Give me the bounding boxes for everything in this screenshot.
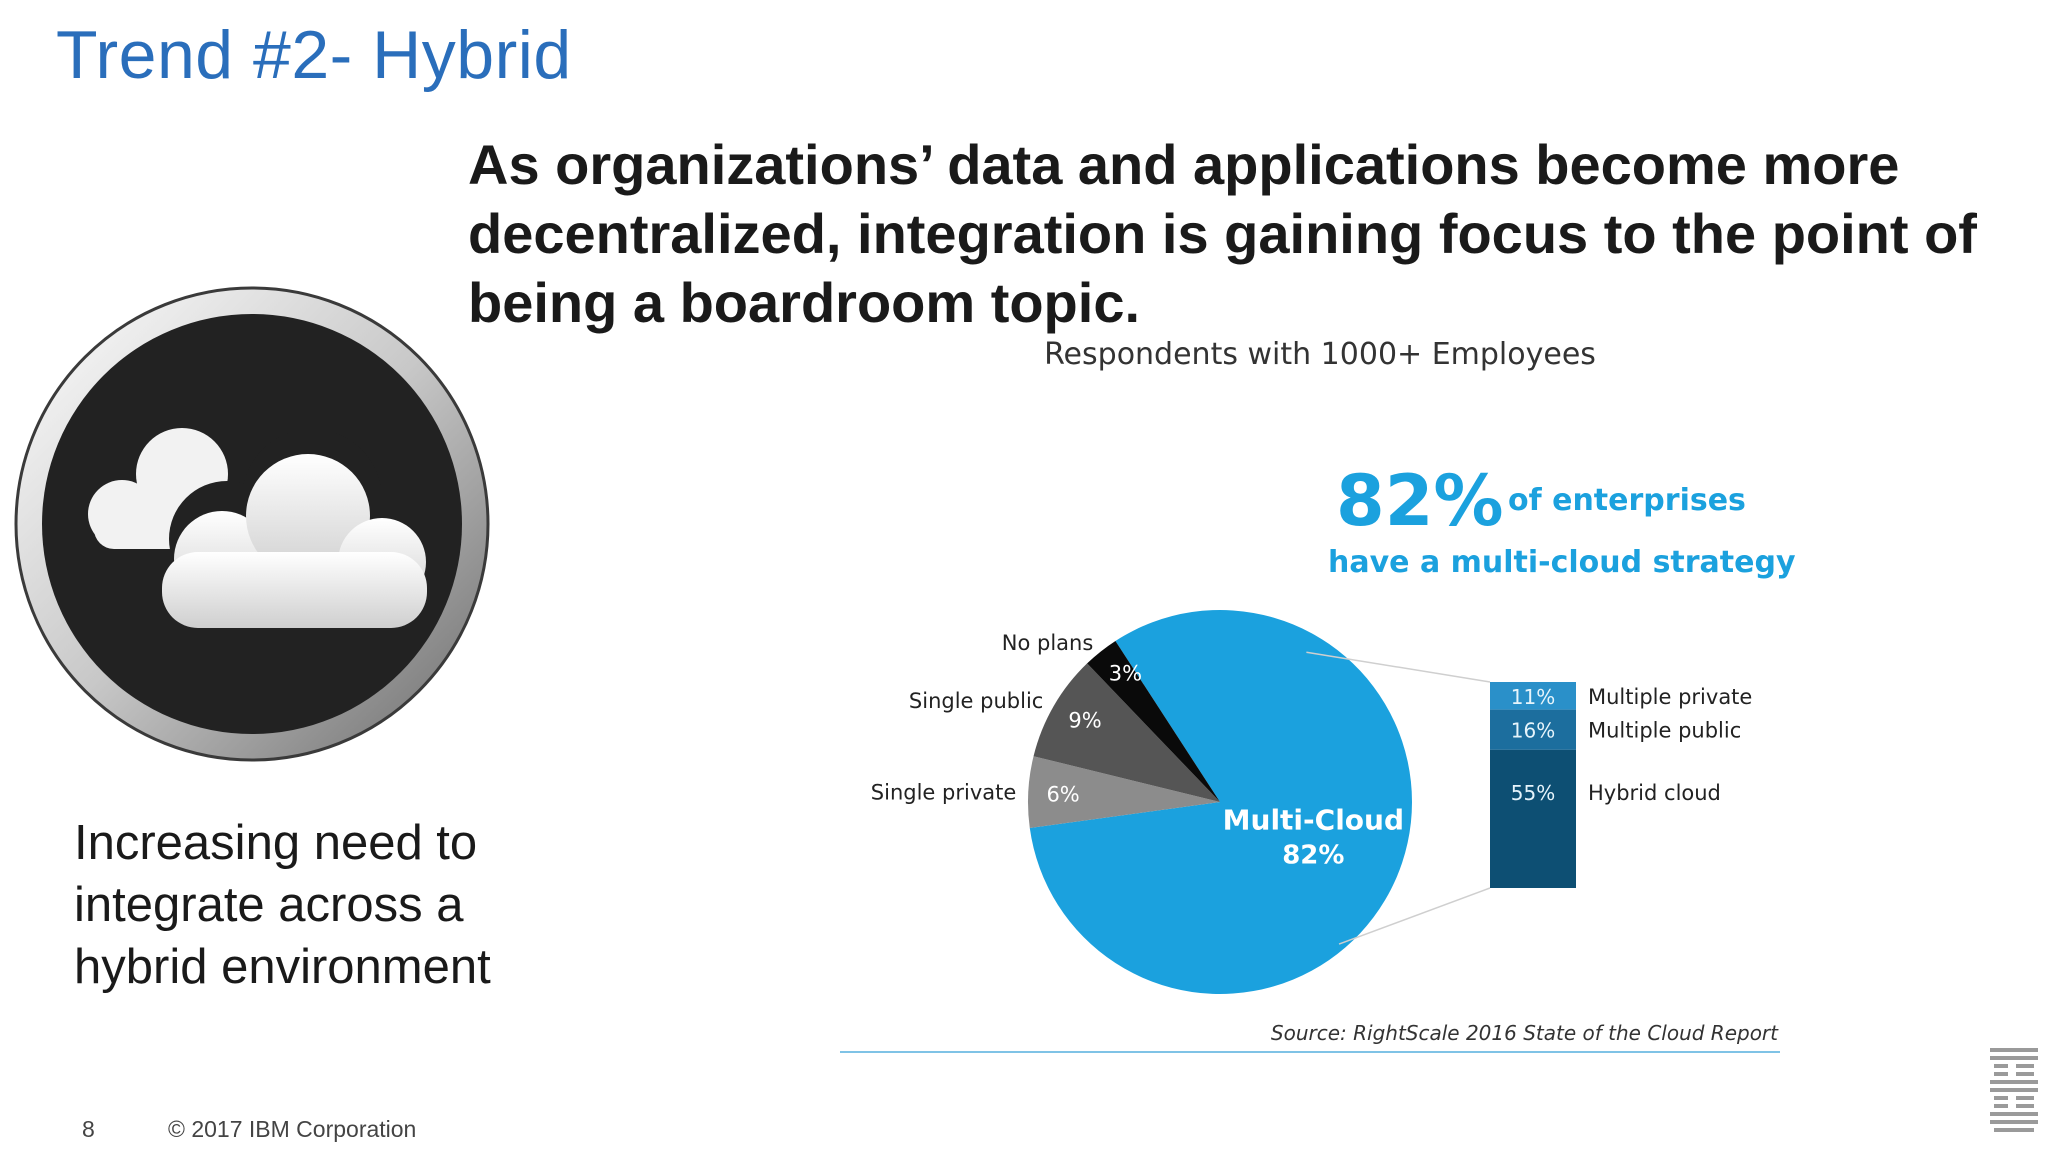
ibm-logo-icon bbox=[1990, 1048, 2038, 1132]
pie-label-no-plans: No plans bbox=[1002, 631, 1094, 655]
pie-slices bbox=[1028, 610, 1412, 994]
chart-source: Source: RightScale 2016 State of the Clo… bbox=[1271, 1021, 1779, 1045]
breakdown-segment-multiple-private bbox=[1490, 682, 1576, 710]
connector-bottom bbox=[1338, 887, 1491, 945]
pie-slice-multi-cloud bbox=[1029, 610, 1412, 994]
headline-text-1: of enterprises bbox=[1508, 483, 1746, 518]
slide-title: Trend #2- Hybrid bbox=[56, 17, 572, 93]
headline-value: 82% bbox=[1336, 460, 1504, 542]
breakdown-segment-multiple-public bbox=[1490, 709, 1576, 750]
breakdown-label-hybrid-cloud: Hybrid cloud bbox=[1588, 781, 1721, 805]
breakdown-value-multiple-public: 16% bbox=[1511, 719, 1555, 743]
breakdown-bar: 11% Multiple private 16% Multiple public 55%… bbox=[1306, 651, 1752, 945]
breakdown-label-multiple-public: Multiple public bbox=[1588, 719, 1741, 743]
cloud-icon bbox=[14, 286, 490, 762]
connector-top bbox=[1306, 651, 1491, 683]
pie-value-single-private: 6% bbox=[1046, 782, 1079, 806]
side-text: Increasing need to integrate across a hy… bbox=[74, 816, 491, 994]
pie-slice-no-plans bbox=[1087, 640, 1220, 802]
pie-value-multi-cloud: 82% bbox=[1282, 841, 1344, 871]
pie-label-single-private: Single private bbox=[871, 780, 1016, 804]
headline-text-2: have a multi-cloud strategy bbox=[1328, 545, 1796, 580]
pie-value-no-plans: 3% bbox=[1109, 662, 1142, 686]
pie-value-single-public: 9% bbox=[1068, 708, 1101, 732]
chart-subtitle: Respondents with 1000+ Employees bbox=[1044, 337, 1596, 372]
pie-labels: Multi-Cloud 82% 6% Single private 9% Single p… bbox=[871, 631, 1404, 870]
breakdown-value-multiple-private: 11% bbox=[1511, 685, 1555, 709]
breakdown-segment-hybrid-cloud bbox=[1490, 749, 1576, 888]
copyright: © 2017 IBM Corporation bbox=[168, 1116, 417, 1142]
breakdown-value-hybrid-cloud: 55% bbox=[1511, 781, 1555, 805]
page-number: 8 bbox=[82, 1116, 95, 1142]
headline: As organizations’ data and applications … bbox=[468, 133, 1977, 334]
pie-label-single-public: Single public bbox=[909, 689, 1043, 713]
pie-slice-single-private bbox=[1028, 756, 1220, 829]
pie-chart: Respondents with 1000+ Employees 82% of … bbox=[840, 337, 1796, 1053]
pie-slice-single-public bbox=[1033, 663, 1220, 802]
breakdown-label-multiple-private: Multiple private bbox=[1588, 685, 1752, 709]
pie-label-multi-cloud: Multi-Cloud bbox=[1223, 804, 1404, 837]
